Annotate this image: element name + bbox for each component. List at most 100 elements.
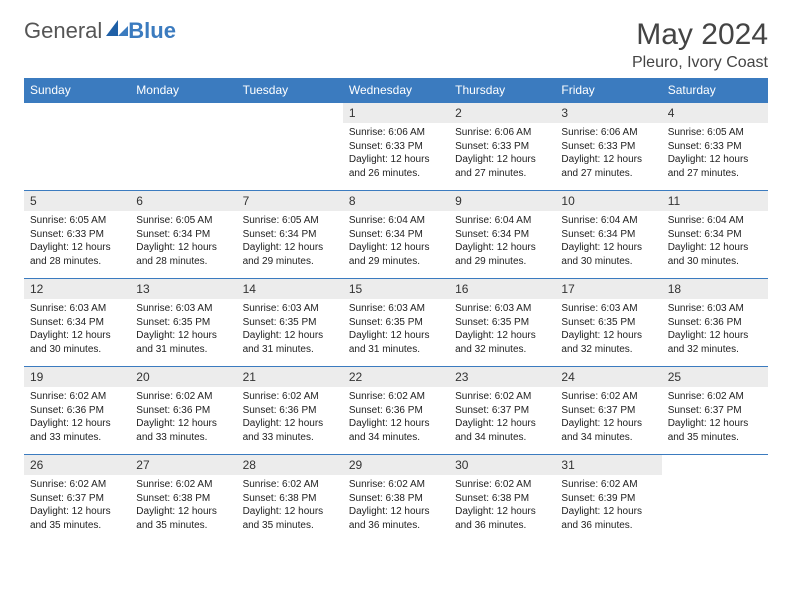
calendar-day-cell: 27Sunrise: 6:02 AMSunset: 6:38 PMDayligh… — [130, 455, 236, 543]
weekday-header: Friday — [555, 78, 661, 103]
weekday-header: Wednesday — [343, 78, 449, 103]
day-details: Sunrise: 6:02 AMSunset: 6:36 PMDaylight:… — [237, 387, 343, 447]
day-number: 5 — [24, 191, 130, 211]
day-details: Sunrise: 6:04 AMSunset: 6:34 PMDaylight:… — [343, 211, 449, 271]
day-details: Sunrise: 6:04 AMSunset: 6:34 PMDaylight:… — [555, 211, 661, 271]
calendar-week-row: 12Sunrise: 6:03 AMSunset: 6:34 PMDayligh… — [24, 279, 768, 367]
calendar-day-cell: .. — [130, 103, 236, 191]
day-number: 10 — [555, 191, 661, 211]
day-number: 30 — [449, 455, 555, 475]
day-number: 29 — [343, 455, 449, 475]
day-number: 3 — [555, 103, 661, 123]
day-number: 27 — [130, 455, 236, 475]
day-number: 8 — [343, 191, 449, 211]
day-number: 11 — [662, 191, 768, 211]
calendar-day-cell: 29Sunrise: 6:02 AMSunset: 6:38 PMDayligh… — [343, 455, 449, 543]
day-details: Sunrise: 6:02 AMSunset: 6:37 PMDaylight:… — [662, 387, 768, 447]
calendar-day-cell: 16Sunrise: 6:03 AMSunset: 6:35 PMDayligh… — [449, 279, 555, 367]
calendar-day-cell: 21Sunrise: 6:02 AMSunset: 6:36 PMDayligh… — [237, 367, 343, 455]
calendar-day-cell: 30Sunrise: 6:02 AMSunset: 6:38 PMDayligh… — [449, 455, 555, 543]
calendar-week-row: ......1Sunrise: 6:06 AMSunset: 6:33 PMDa… — [24, 103, 768, 191]
day-number: 20 — [130, 367, 236, 387]
calendar-day-cell: 14Sunrise: 6:03 AMSunset: 6:35 PMDayligh… — [237, 279, 343, 367]
calendar-day-cell: 31Sunrise: 6:02 AMSunset: 6:39 PMDayligh… — [555, 455, 661, 543]
day-details: Sunrise: 6:03 AMSunset: 6:35 PMDaylight:… — [449, 299, 555, 359]
day-details: Sunrise: 6:02 AMSunset: 6:36 PMDaylight:… — [24, 387, 130, 447]
day-details: Sunrise: 6:02 AMSunset: 6:39 PMDaylight:… — [555, 475, 661, 535]
day-number: 14 — [237, 279, 343, 299]
calendar-day-cell: 7Sunrise: 6:05 AMSunset: 6:34 PMDaylight… — [237, 191, 343, 279]
day-details: Sunrise: 6:05 AMSunset: 6:33 PMDaylight:… — [662, 123, 768, 183]
calendar-day-cell: 4Sunrise: 6:05 AMSunset: 6:33 PMDaylight… — [662, 103, 768, 191]
day-details: Sunrise: 6:02 AMSunset: 6:36 PMDaylight:… — [130, 387, 236, 447]
day-details: Sunrise: 6:02 AMSunset: 6:37 PMDaylight:… — [24, 475, 130, 535]
calendar-day-cell: .. — [24, 103, 130, 191]
day-number: 31 — [555, 455, 661, 475]
day-details: Sunrise: 6:03 AMSunset: 6:35 PMDaylight:… — [555, 299, 661, 359]
calendar-day-cell: .. — [662, 455, 768, 543]
day-details: Sunrise: 6:03 AMSunset: 6:34 PMDaylight:… — [24, 299, 130, 359]
weekday-header: Tuesday — [237, 78, 343, 103]
calendar-day-cell: 6Sunrise: 6:05 AMSunset: 6:34 PMDaylight… — [130, 191, 236, 279]
day-details: Sunrise: 6:04 AMSunset: 6:34 PMDaylight:… — [449, 211, 555, 271]
day-details: Sunrise: 6:02 AMSunset: 6:38 PMDaylight:… — [449, 475, 555, 535]
day-number: 9 — [449, 191, 555, 211]
day-number: 21 — [237, 367, 343, 387]
calendar-day-cell: 3Sunrise: 6:06 AMSunset: 6:33 PMDaylight… — [555, 103, 661, 191]
weekday-header-row: SundayMondayTuesdayWednesdayThursdayFrid… — [24, 78, 768, 103]
day-number: 1 — [343, 103, 449, 123]
day-number: 7 — [237, 191, 343, 211]
weekday-header: Sunday — [24, 78, 130, 103]
logo: General Blue — [24, 18, 176, 44]
day-number: 4 — [662, 103, 768, 123]
day-details: Sunrise: 6:05 AMSunset: 6:34 PMDaylight:… — [237, 211, 343, 271]
day-details: Sunrise: 6:02 AMSunset: 6:38 PMDaylight:… — [237, 475, 343, 535]
day-details: Sunrise: 6:03 AMSunset: 6:36 PMDaylight:… — [662, 299, 768, 359]
calendar-week-row: 5Sunrise: 6:05 AMSunset: 6:33 PMDaylight… — [24, 191, 768, 279]
day-number: 2 — [449, 103, 555, 123]
calendar-day-cell: 1Sunrise: 6:06 AMSunset: 6:33 PMDaylight… — [343, 103, 449, 191]
calendar-day-cell: 28Sunrise: 6:02 AMSunset: 6:38 PMDayligh… — [237, 455, 343, 543]
calendar-day-cell: 26Sunrise: 6:02 AMSunset: 6:37 PMDayligh… — [24, 455, 130, 543]
calendar-day-cell: 17Sunrise: 6:03 AMSunset: 6:35 PMDayligh… — [555, 279, 661, 367]
calendar-page: General Blue May 2024 Pleuro, Ivory Coas… — [0, 0, 792, 543]
calendar-day-cell: 18Sunrise: 6:03 AMSunset: 6:36 PMDayligh… — [662, 279, 768, 367]
day-number: 13 — [130, 279, 236, 299]
calendar-day-cell: 24Sunrise: 6:02 AMSunset: 6:37 PMDayligh… — [555, 367, 661, 455]
calendar-week-row: 26Sunrise: 6:02 AMSunset: 6:37 PMDayligh… — [24, 455, 768, 543]
calendar-day-cell: 11Sunrise: 6:04 AMSunset: 6:34 PMDayligh… — [662, 191, 768, 279]
day-details: Sunrise: 6:06 AMSunset: 6:33 PMDaylight:… — [555, 123, 661, 183]
logo-mark-icon — [106, 18, 128, 44]
day-number: 22 — [343, 367, 449, 387]
calendar-day-cell: 19Sunrise: 6:02 AMSunset: 6:36 PMDayligh… — [24, 367, 130, 455]
day-details: Sunrise: 6:02 AMSunset: 6:38 PMDaylight:… — [130, 475, 236, 535]
day-number: 26 — [24, 455, 130, 475]
calendar-table: SundayMondayTuesdayWednesdayThursdayFrid… — [24, 78, 768, 543]
day-number: 23 — [449, 367, 555, 387]
logo-text-1: General — [24, 18, 102, 44]
calendar-day-cell: 5Sunrise: 6:05 AMSunset: 6:33 PMDaylight… — [24, 191, 130, 279]
calendar-day-cell: 25Sunrise: 6:02 AMSunset: 6:37 PMDayligh… — [662, 367, 768, 455]
page-title: May 2024 — [632, 18, 768, 52]
day-details: Sunrise: 6:03 AMSunset: 6:35 PMDaylight:… — [343, 299, 449, 359]
day-number: 16 — [449, 279, 555, 299]
title-block: May 2024 Pleuro, Ivory Coast — [632, 18, 768, 72]
location-text: Pleuro, Ivory Coast — [632, 54, 768, 72]
calendar-body: ......1Sunrise: 6:06 AMSunset: 6:33 PMDa… — [24, 103, 768, 543]
calendar-day-cell: 23Sunrise: 6:02 AMSunset: 6:37 PMDayligh… — [449, 367, 555, 455]
calendar-week-row: 19Sunrise: 6:02 AMSunset: 6:36 PMDayligh… — [24, 367, 768, 455]
calendar-day-cell: 22Sunrise: 6:02 AMSunset: 6:36 PMDayligh… — [343, 367, 449, 455]
calendar-day-cell: 10Sunrise: 6:04 AMSunset: 6:34 PMDayligh… — [555, 191, 661, 279]
day-details: Sunrise: 6:02 AMSunset: 6:37 PMDaylight:… — [449, 387, 555, 447]
day-number: 25 — [662, 367, 768, 387]
day-details: Sunrise: 6:05 AMSunset: 6:33 PMDaylight:… — [24, 211, 130, 271]
calendar-day-cell: 8Sunrise: 6:04 AMSunset: 6:34 PMDaylight… — [343, 191, 449, 279]
day-number: 15 — [343, 279, 449, 299]
calendar-day-cell: 15Sunrise: 6:03 AMSunset: 6:35 PMDayligh… — [343, 279, 449, 367]
day-number: 17 — [555, 279, 661, 299]
day-number: 24 — [555, 367, 661, 387]
day-details: Sunrise: 6:02 AMSunset: 6:38 PMDaylight:… — [343, 475, 449, 535]
day-number: 18 — [662, 279, 768, 299]
calendar-day-cell: 13Sunrise: 6:03 AMSunset: 6:35 PMDayligh… — [130, 279, 236, 367]
calendar-day-cell: 2Sunrise: 6:06 AMSunset: 6:33 PMDaylight… — [449, 103, 555, 191]
